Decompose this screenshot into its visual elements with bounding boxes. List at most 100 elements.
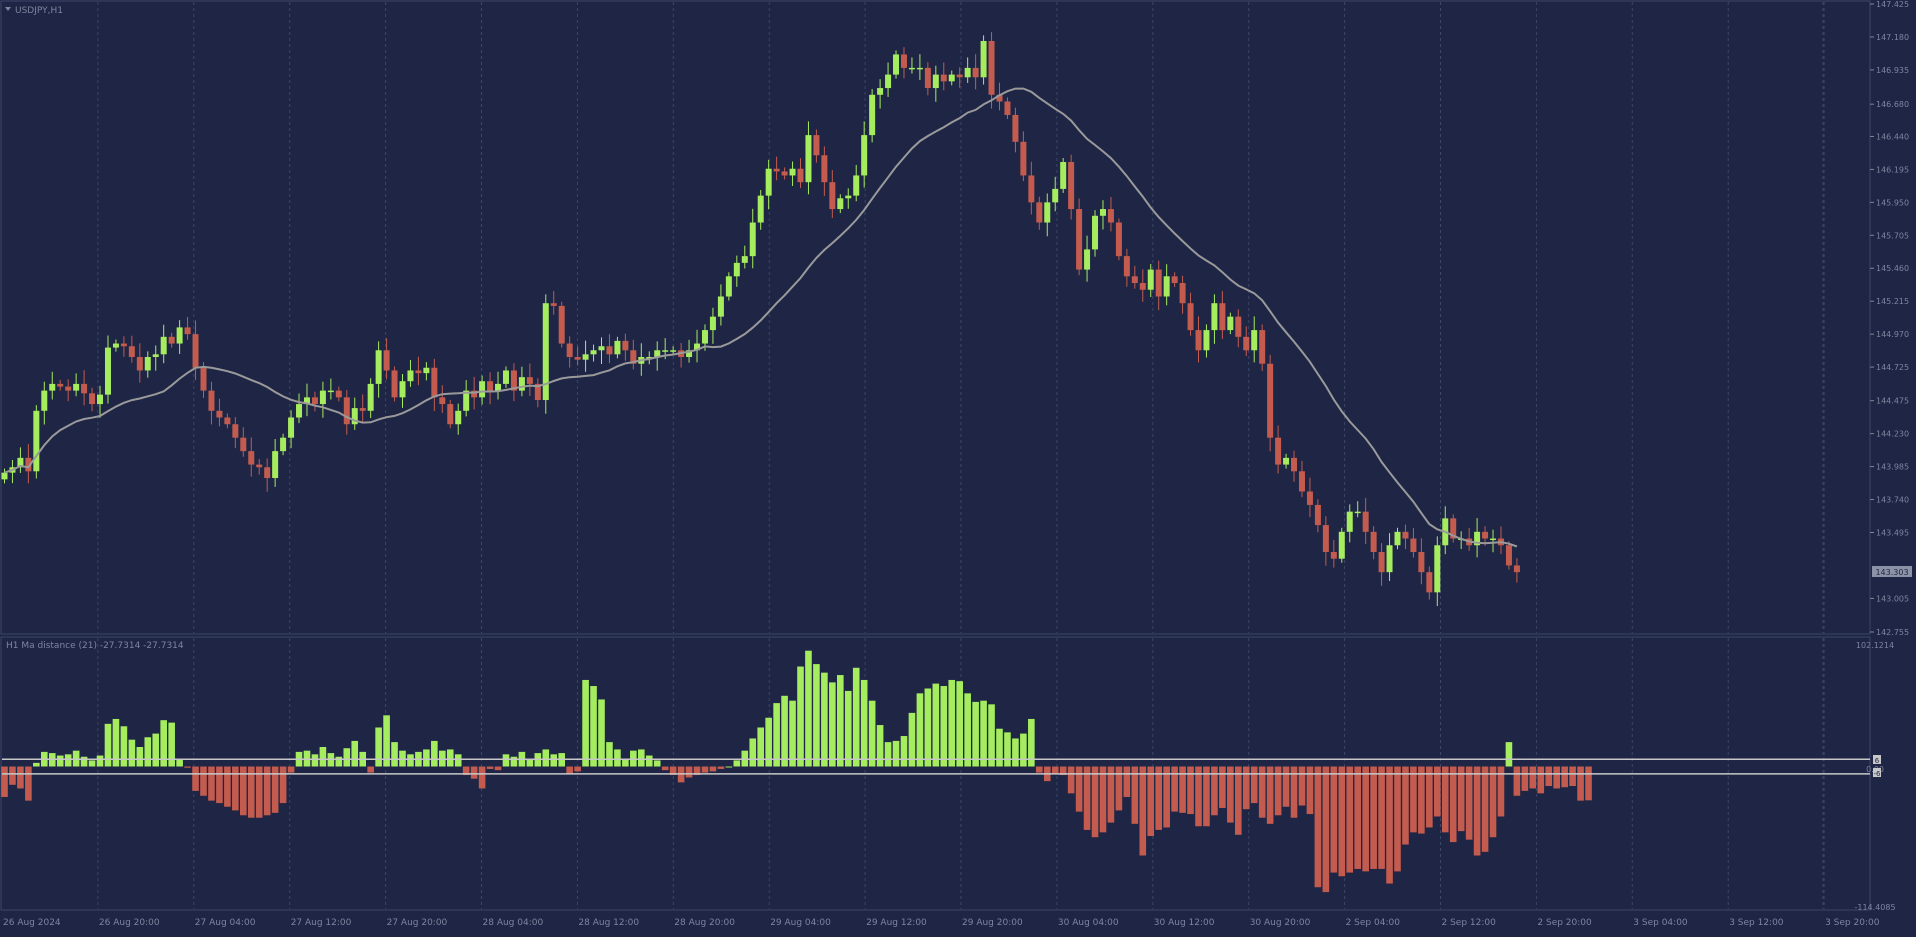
candle-body — [964, 67, 971, 78]
candle-body — [1107, 209, 1114, 223]
histogram-bar — [653, 760, 661, 767]
candle-body — [128, 346, 135, 357]
candlestick-series — [1, 32, 1520, 607]
histogram-bar — [1187, 766, 1194, 815]
histogram-bar — [1449, 766, 1457, 843]
candle-body — [662, 350, 669, 352]
candle — [391, 366, 398, 402]
candle-body — [956, 74, 963, 78]
histogram-bar — [964, 693, 971, 767]
histogram-bar — [837, 675, 844, 767]
candle-body — [25, 457, 32, 472]
candle — [622, 333, 629, 361]
histogram-bar — [510, 756, 518, 767]
candle — [1386, 533, 1393, 582]
symbol-header[interactable]: USDJPY,H1 — [5, 6, 63, 16]
candle — [1346, 504, 1353, 543]
candle — [502, 366, 509, 388]
candle-body — [805, 135, 812, 183]
histogram-bar — [940, 686, 948, 767]
histogram-bar — [1434, 766, 1441, 817]
histogram-bar — [33, 762, 40, 767]
candle-body — [375, 350, 382, 384]
candle-body — [797, 168, 804, 183]
candle — [351, 397, 358, 430]
candle-body — [861, 135, 868, 176]
time-axis[interactable]: 26 Aug 2024 26 Aug 20:00 27 Aug 04:00 27 Au… — [3, 918, 1916, 928]
histogram-bar — [25, 766, 32, 801]
histogram-bar — [1569, 766, 1576, 787]
histogram-bar — [1314, 766, 1322, 888]
triangle-down-icon[interactable] — [5, 7, 11, 11]
price-tick-label: 143.985 — [1876, 463, 1909, 472]
candle — [160, 324, 167, 364]
candle — [1076, 198, 1083, 276]
candle — [1179, 275, 1186, 314]
candle — [630, 339, 637, 370]
histogram-bar — [582, 679, 589, 767]
candle — [319, 381, 326, 418]
candle-body — [1092, 215, 1099, 250]
candle — [1394, 527, 1401, 550]
candle-body — [526, 377, 533, 384]
histogram-bar — [1529, 766, 1537, 789]
candle — [1044, 193, 1051, 237]
histogram-bar — [88, 760, 96, 767]
price-tick-label: 143.495 — [1876, 528, 1909, 537]
candle — [837, 194, 844, 214]
candle — [1004, 97, 1011, 119]
histogram-bar — [64, 754, 72, 767]
candle-body — [1211, 303, 1218, 331]
histogram-bar — [56, 755, 64, 767]
histogram-bar — [1378, 766, 1385, 869]
histogram-bar — [1004, 732, 1011, 767]
histogram-bar — [136, 747, 144, 767]
candle-body — [622, 340, 629, 351]
candle — [518, 366, 525, 397]
histogram-bar — [884, 742, 892, 767]
histogram-bar — [908, 712, 916, 767]
candle-body — [192, 334, 199, 368]
candle — [670, 346, 677, 355]
histogram-bar — [924, 688, 932, 767]
candle — [1036, 196, 1043, 230]
price-tick-label: 145.705 — [1876, 231, 1909, 240]
candle — [813, 129, 820, 163]
candle-body — [654, 350, 661, 357]
candle-body — [112, 343, 119, 348]
candle — [1251, 316, 1258, 363]
histogram-bar — [733, 760, 741, 767]
histogram-bar — [638, 749, 645, 767]
histogram-bar — [1497, 766, 1505, 817]
candle-body — [1410, 538, 1417, 552]
candle — [303, 383, 310, 417]
candle-body — [33, 410, 40, 472]
candle — [120, 336, 127, 357]
price-axis[interactable]: 147.425 147.180 146.935 146.680 146.440 146.1… — [1870, 0, 1909, 637]
candle — [1115, 218, 1122, 261]
candle-body — [701, 330, 708, 344]
candle-body — [296, 404, 303, 418]
candle — [709, 307, 716, 344]
histogram-bar — [645, 755, 653, 767]
candle — [81, 370, 88, 406]
candle-body — [447, 404, 454, 425]
candle — [1474, 518, 1481, 558]
candle-body — [686, 350, 693, 357]
candle-body — [1235, 316, 1242, 337]
histogram-bar — [1171, 766, 1178, 812]
candle-body — [136, 356, 143, 371]
candle — [136, 343, 143, 383]
histogram-bar — [980, 700, 987, 767]
price-tick-label: 145.950 — [1876, 198, 1909, 207]
histogram-bar — [1505, 742, 1513, 767]
histogram-bar — [1553, 766, 1560, 789]
histogram-bar — [1139, 766, 1147, 856]
histogram-bar — [1203, 766, 1210, 827]
candle — [487, 372, 494, 405]
candle-body — [256, 464, 263, 468]
time-tick-label: 3 Sep 04:00 — [1633, 918, 1688, 928]
histogram-bar — [892, 740, 900, 767]
